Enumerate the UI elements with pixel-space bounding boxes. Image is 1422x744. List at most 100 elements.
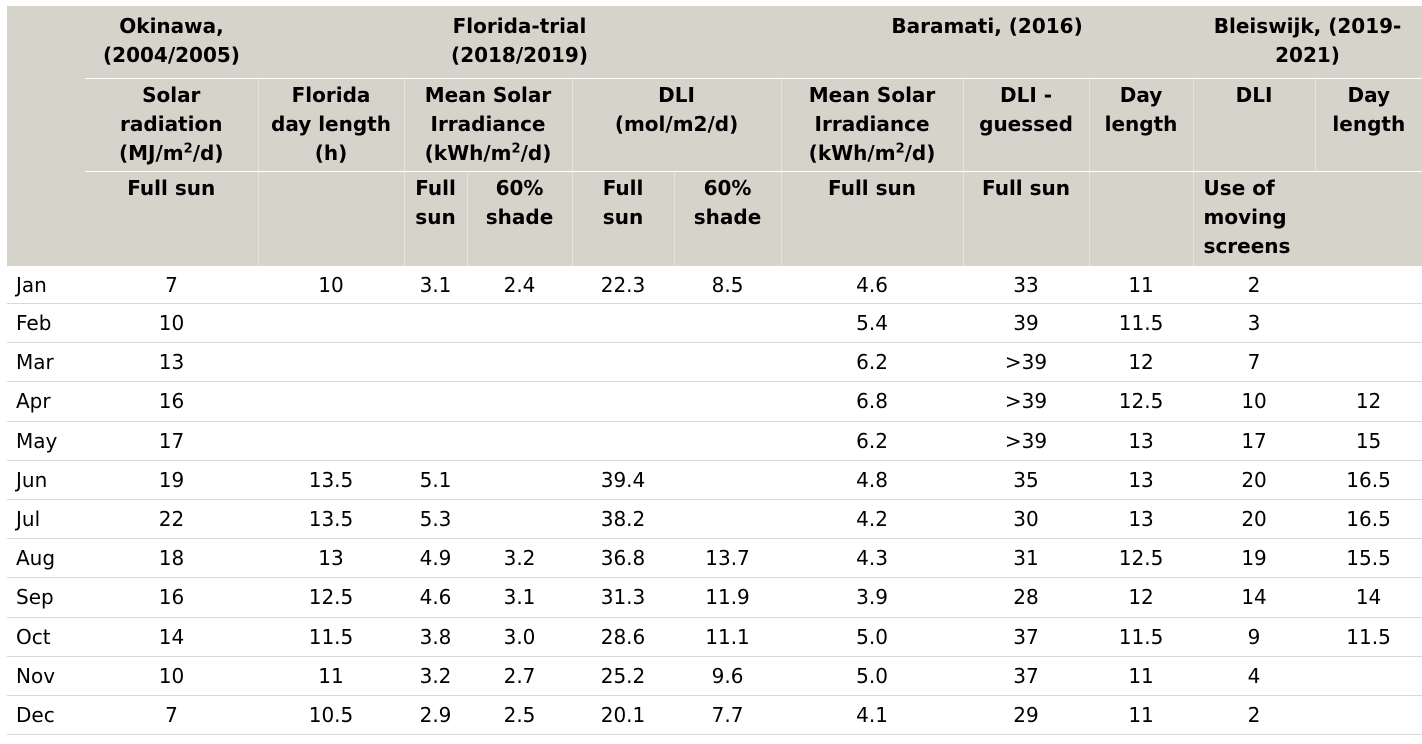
cell-florida-irr-shade (467, 381, 572, 422)
cell-florida-irr-full (404, 303, 467, 344)
cell-florida-day-length (258, 303, 404, 344)
cell-florida-dli-shade: 9.6 (674, 656, 782, 696)
cell-bleiswijk-day-length (1315, 656, 1422, 696)
cell-bleiswijk-dli: 2 (1193, 266, 1316, 304)
cell-florida-irr-shade (467, 499, 572, 540)
cell-florida-day-length: 11.5 (258, 617, 404, 657)
table-row: Dec 7 10.5 2.9 2.5 20.1 7.7 4.1 29 11 2 (7, 695, 1422, 736)
cell-month: Aug (7, 538, 85, 579)
cell-baramati-dli: 31 (963, 538, 1090, 579)
param-florida-day-length: Florida day length (h) (257, 78, 404, 172)
cond-florida-day-length-empty (257, 171, 404, 266)
cell-okinawa-solar: 16 (85, 381, 258, 422)
cell-bleiswijk-dli: 7 (1193, 342, 1316, 383)
cell-okinawa-solar: 13 (85, 342, 258, 383)
cell-baramati-irr: 5.4 (781, 303, 964, 344)
cell-florida-irr-shade (467, 460, 572, 500)
cell-bleiswijk-day-length (1315, 266, 1422, 304)
cell-florida-dli-shade: 11.9 (674, 577, 782, 618)
table-row: Oct 14 11.5 3.8 3.0 28.6 11.1 5.0 37 11.5 9 11.5 (7, 617, 1422, 657)
cell-baramati-irr: 6.2 (781, 342, 964, 383)
cell-florida-dli-full: 20.1 (572, 695, 674, 736)
cond-bleiswijk-moving-screens: Use of moving screens (1192, 171, 1422, 266)
cell-baramati-irr: 6.8 (781, 381, 964, 422)
cell-bleiswijk-day-length: 11.5 (1315, 617, 1422, 657)
group-okinawa: Okinawa, (2004/2005) (85, 6, 258, 79)
cond-irr-full-sun: Full sun (403, 171, 467, 266)
cell-florida-irr-shade (467, 342, 572, 383)
cell-florida-dli-shade: 8.5 (674, 266, 782, 304)
table-row: Mar 13 6.2 >39 12 7 (7, 342, 1422, 383)
table-row: Apr 16 6.8 >39 12.5 10 12 (7, 381, 1422, 422)
cell-okinawa-solar: 7 (85, 266, 258, 304)
cell-florida-irr-full: 3.1 (404, 266, 467, 304)
cell-baramati-dli: >39 (963, 342, 1090, 383)
cell-florida-irr-full: 3.8 (404, 617, 467, 657)
cell-bleiswijk-dli: 20 (1193, 460, 1316, 500)
param-solar-radiation: Solar radiation (MJ/m2/d) (85, 78, 258, 172)
cell-okinawa-solar: 7 (85, 695, 258, 736)
cell-florida-dli-shade: 13.7 (674, 538, 782, 579)
cell-baramati-dli: 37 (963, 617, 1090, 657)
cell-florida-dli-full: 38.2 (572, 499, 674, 540)
table-body: Jan 7 10 3.1 2.4 22.3 8.5 4.6 33 11 2 Feb 10 5.4 39 11.… (7, 266, 1422, 736)
cell-florida-irr-full (404, 381, 467, 422)
cell-baramati-day-length: 13 (1089, 421, 1194, 461)
cell-baramati-day-length: 13 (1089, 460, 1194, 500)
cell-florida-day-length (258, 421, 404, 461)
cell-bleiswijk-day-length: 12 (1315, 381, 1422, 422)
climate-table-container: Okinawa, (2004/2005) Florida-trial (2018/2… (7, 6, 1422, 736)
cell-bleiswijk-dli: 19 (1193, 538, 1316, 579)
cell-florida-irr-full: 4.9 (404, 538, 467, 579)
cell-florida-dli-shade (674, 460, 782, 500)
cell-florida-irr-shade: 2.4 (467, 266, 572, 304)
cell-baramati-day-length: 12 (1089, 577, 1194, 618)
cond-irr-shade: 60% shade (466, 171, 572, 266)
cell-florida-dli-full: 39.4 (572, 460, 674, 500)
table-row: Jun 19 13.5 5.1 39.4 4.8 35 13 20 16.5 (7, 460, 1422, 500)
cell-baramati-dli: >39 (963, 381, 1090, 422)
cell-florida-dli-full (572, 303, 674, 344)
cell-baramati-irr: 4.2 (781, 499, 964, 540)
cell-month: Nov (7, 656, 85, 696)
cell-bleiswijk-dli: 10 (1193, 381, 1316, 422)
cell-month: Jun (7, 460, 85, 500)
cell-florida-irr-shade: 3.2 (467, 538, 572, 579)
cell-florida-irr-full: 5.3 (404, 499, 467, 540)
cell-okinawa-solar: 10 (85, 656, 258, 696)
cell-florida-dli-full (572, 421, 674, 461)
cell-florida-dli-full: 28.6 (572, 617, 674, 657)
cell-baramati-irr: 5.0 (781, 617, 964, 657)
table-row: Nov 10 11 3.2 2.7 25.2 9.6 5.0 37 11 4 (7, 656, 1422, 696)
cell-bleiswijk-dli: 20 (1193, 499, 1316, 540)
cell-baramati-day-length: 11 (1089, 266, 1194, 304)
cell-baramati-irr: 3.9 (781, 577, 964, 618)
cell-bleiswijk-day-length: 14 (1315, 577, 1422, 618)
cell-month: Oct (7, 617, 85, 657)
cell-bleiswijk-day-length: 16.5 (1315, 460, 1422, 500)
table-row: Aug 18 13 4.9 3.2 36.8 13.7 4.3 31 12.5 19 15.5 (7, 538, 1422, 579)
table-row: Sep 16 12.5 4.6 3.1 31.3 11.9 3.9 28 12 14 14 (7, 577, 1422, 618)
cond-baramati-dli-full-sun: Full sun (962, 171, 1090, 266)
cell-florida-day-length: 12.5 (258, 577, 404, 618)
cell-bleiswijk-day-length: 15.5 (1315, 538, 1422, 579)
param-baramati-dli: DLI - guessed (962, 78, 1090, 172)
cell-month: Jan (7, 266, 85, 304)
month-header-cell (7, 6, 85, 266)
cell-baramati-dli: 39 (963, 303, 1090, 344)
cell-bleiswijk-dli: 4 (1193, 656, 1316, 696)
cell-baramati-dli: 29 (963, 695, 1090, 736)
cell-baramati-day-length: 12.5 (1089, 538, 1194, 579)
param-bleiswijk-dli: DLI (1192, 78, 1316, 172)
cell-month: Dec (7, 695, 85, 736)
cell-florida-irr-full: 3.2 (404, 656, 467, 696)
cond-okinawa-full-sun: Full sun (85, 171, 258, 266)
param-baramati-day-length: Day length (1088, 78, 1194, 172)
cell-florida-day-length (258, 381, 404, 422)
cell-okinawa-solar: 19 (85, 460, 258, 500)
cell-bleiswijk-dli: 3 (1193, 303, 1316, 344)
cell-baramati-dli: 30 (963, 499, 1090, 540)
cell-florida-irr-shade: 2.5 (467, 695, 572, 736)
cell-florida-dli-full: 31.3 (572, 577, 674, 618)
cell-month: May (7, 421, 85, 461)
